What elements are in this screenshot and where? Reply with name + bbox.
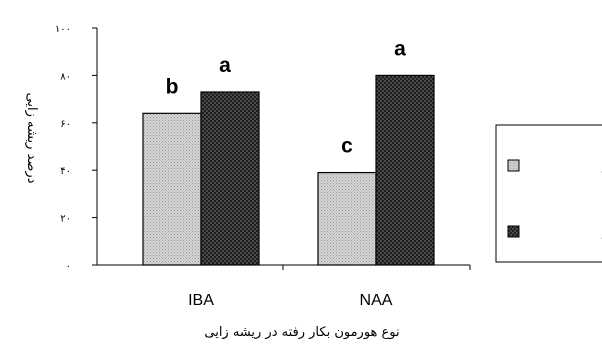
y-tick-label: ۶٠ xyxy=(60,119,71,130)
y-tick-label: ٨٠ xyxy=(60,71,71,82)
significance-letter: b xyxy=(166,75,179,98)
legend-swatch-series-1 xyxy=(507,159,520,172)
y-tick-label: ٠ xyxy=(66,261,71,272)
x-axis-categories: IBA NAA xyxy=(188,292,393,309)
significance-letters: b a c a xyxy=(166,37,407,157)
y-axis-ticks: ٠ ٢٠ ۴٠ ۶٠ ٨٠ ١٠٠ xyxy=(55,24,97,272)
legend-swatch-series-2 xyxy=(507,225,520,238)
significance-letter: a xyxy=(394,37,406,60)
bars xyxy=(142,74,435,266)
y-tick-label: ۴٠ xyxy=(60,166,71,177)
legend: یک شبانه روزسه شبانه روز xyxy=(495,124,602,263)
x-axis-label: نوع هورمون بکار رفته در ریشه زایی xyxy=(204,325,399,340)
legend-box xyxy=(495,124,602,263)
x-category-label: IBA xyxy=(188,292,214,309)
significance-letter: a xyxy=(219,54,231,77)
significance-letter: c xyxy=(341,135,353,158)
y-tick-label: ١٠٠ xyxy=(55,24,71,35)
x-category-label: NAA xyxy=(360,292,393,309)
bar-iba-series-1 xyxy=(142,112,202,266)
bar-naa-series-1 xyxy=(317,171,377,266)
bar-naa-series-2 xyxy=(375,74,435,266)
bar-iba-series-2 xyxy=(200,91,260,266)
y-axis-label: درصد ریشه زایی xyxy=(24,93,39,184)
y-tick-label: ٢٠ xyxy=(60,214,71,225)
